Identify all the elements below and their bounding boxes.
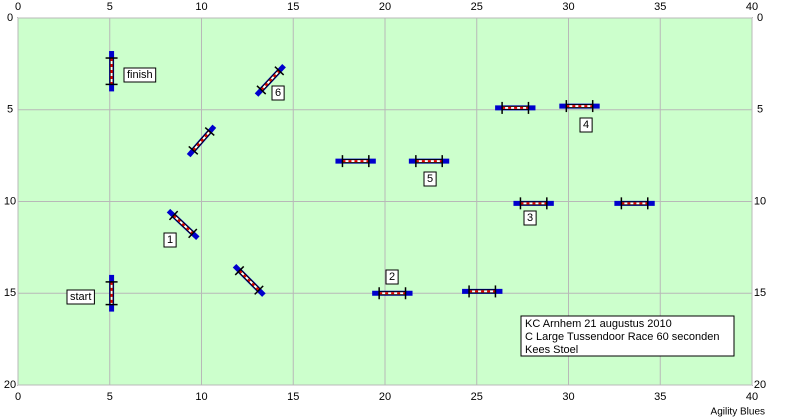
x-tick-label: 10 [195,1,207,13]
jump [513,197,554,210]
info-line: C Large Tussendoor Race 60 seconden [525,331,719,343]
jump-pole-stripe [192,130,211,152]
x-tick-label: 5 [107,391,113,403]
y-tick-label: 5 [757,104,763,116]
label-box [163,232,177,248]
label-box [271,85,285,101]
x-tick-label: 40 [746,391,758,403]
x-tick-label: 35 [654,391,666,403]
info-line: Kees Stoel [525,344,578,356]
info-box [520,315,735,357]
jump-pole-stripe [172,214,194,235]
x-tick-label: 20 [379,391,391,403]
jump [335,155,376,168]
label: finish [127,69,153,81]
labels: finish 6 1 start 2 3 4 5 [66,67,593,305]
y-tick-label: 5 [7,104,13,116]
y-tick-label: 20 [4,379,16,391]
obstacles [105,51,655,312]
label: 6 [275,87,281,99]
y-tick-label: 20 [754,379,766,391]
jump [462,285,503,298]
x-tick-label: 15 [287,1,299,13]
info-line: KC Arnhem 21 augustus 2010 [525,318,672,330]
y-tick-label: 10 [754,195,766,207]
jump-stand [234,265,245,276]
jump-stand [256,85,267,95]
x-tick-label: 0 [15,1,21,13]
label-box [385,269,399,285]
label-box [523,210,537,226]
jump-pole-stripe [260,70,281,91]
jump [408,155,450,168]
label: 5 [427,173,433,185]
jump-stand [274,66,285,76]
y-tick-label: 15 [754,287,766,299]
label: 3 [527,212,533,224]
x-tick-label: 25 [471,1,483,13]
jump [105,51,118,92]
x-tick-label: 0 [15,391,21,403]
x-tick-label: 35 [654,1,666,13]
jump-stand [188,145,199,155]
x-tick-label: 40 [746,1,758,13]
x-tick-label: 10 [195,391,207,403]
label: 4 [583,119,589,131]
y-tick-label: 0 [757,12,763,24]
x-tick-label: 30 [562,391,574,403]
x-tick-label: 15 [287,391,299,403]
jump-stand [188,228,198,239]
jump [166,208,200,241]
jump [232,263,266,297]
label-box [66,289,95,305]
label: 2 [389,271,395,283]
x-tick-label: 30 [562,1,574,13]
x-tick-label: 5 [107,1,113,13]
jump [105,274,118,312]
jump-stand [168,210,179,221]
y-tick-label: 10 [4,195,16,207]
footer: Agility Blues [711,407,765,418]
jump-stand [204,127,215,137]
label: 1 [167,234,173,246]
label-box [423,171,437,187]
label: start [70,291,91,303]
y-tick-label: 15 [4,287,16,299]
jump [614,197,655,210]
jump [186,124,217,158]
y-tick-label: 0 [7,12,13,24]
jump [495,101,536,114]
x-tick-label: 20 [379,1,391,13]
x-tick-label: 25 [471,391,483,403]
label-box [123,67,157,83]
jump [559,100,600,113]
label-box [579,117,593,133]
jump [254,64,286,97]
jump [372,287,413,300]
jump-pole-stripe [238,269,260,291]
jump-stand [254,285,264,295]
